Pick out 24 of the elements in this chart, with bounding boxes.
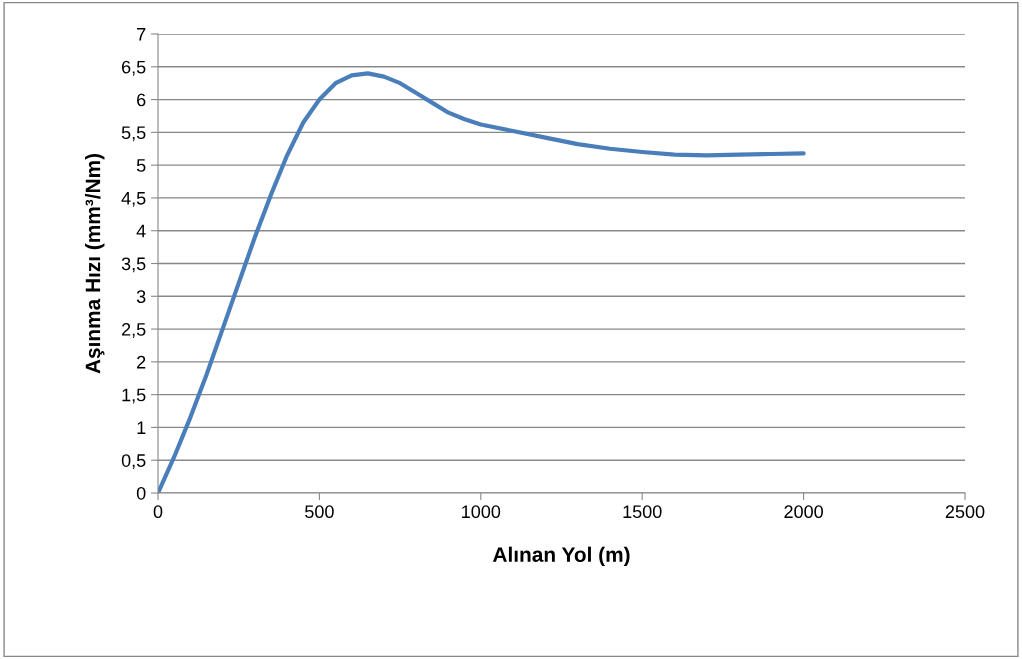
y-tick-label: 5 (136, 159, 146, 172)
y-tick-label: 7 (137, 28, 146, 41)
y-tick-label: 6 (137, 93, 146, 107)
y-tick-label: 1 (137, 421, 146, 434)
y-tick-label: 5,5 (121, 126, 146, 142)
y-tick-label: 2 (137, 355, 146, 369)
x-tick-label: 1500 (623, 505, 662, 519)
x-tick-label: 0 (153, 505, 163, 519)
line-series (158, 71, 806, 493)
y-tick-label: 0 (136, 486, 146, 500)
y-tick-label: 2,5 (122, 323, 146, 338)
y-tick-label: 3,5 (121, 257, 146, 273)
y-axis-title: Aşınma Hızı (mm³/Nm) (85, 153, 105, 374)
x-tick-label: 1000 (462, 505, 501, 519)
y-tick-label: 0,5 (121, 454, 146, 470)
y-tick-label: 1,5 (122, 388, 146, 404)
x-tick-label: 2000 (784, 505, 823, 519)
x-tick-label: 2500 (945, 505, 985, 519)
y-tick-label: 3 (136, 290, 146, 304)
x-tick-label: 500 (305, 505, 334, 519)
y-tick-label: 4,5 (121, 192, 146, 207)
y-tick-label: 6,5 (122, 60, 146, 76)
y-tick-label: 4 (136, 224, 146, 238)
x-axis-title: Alınan Yol (m) (492, 546, 630, 567)
